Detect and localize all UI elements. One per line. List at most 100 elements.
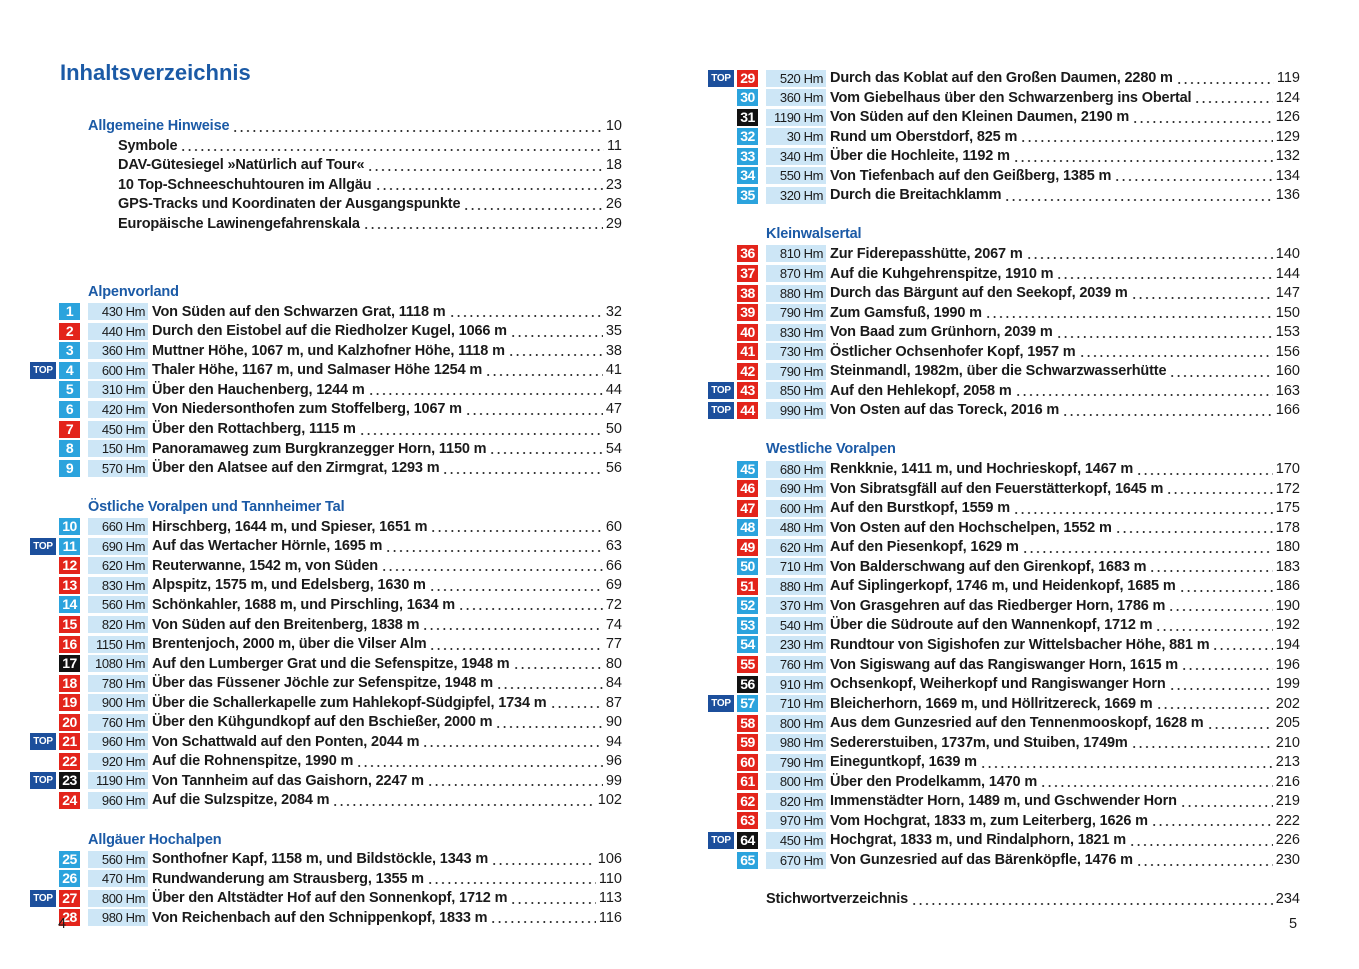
tour: Von Osten auf das Toreck, 2016 m 166: [830, 400, 1300, 420]
page-ref: 35: [605, 323, 622, 340]
tour: Auf Siplingerkopf, 1746 m, und Heidenkop…: [830, 576, 1300, 596]
tour: Zum Gamsfuß, 1990 m 150: [830, 303, 1300, 323]
leader-dots: [911, 889, 1273, 909]
tour-row: 28 980 Hm Von Reichenbach auf den Schnippe…: [30, 908, 622, 928]
leader-dots: [1169, 361, 1273, 381]
tour-title: Steinmandl, 1982m, über die Schwarzwasse…: [830, 363, 1167, 380]
tour: Von Süden auf den Schwarzen Grat, 1118 m…: [152, 302, 622, 322]
toc-item: DAV-Gütesiegel »Natürlich auf Tour« 18: [30, 155, 622, 175]
tour-number: 40: [737, 323, 758, 341]
leader-dots: [512, 654, 603, 674]
page-ref: 90: [605, 714, 622, 731]
tour-row: 17 1080 Hm Auf den Lumberger Grat und die …: [30, 654, 622, 674]
elevation-gain: 900 Hm: [88, 694, 148, 712]
top-badge: TOP: [708, 401, 734, 419]
toc-entry-title: DAV-Gütesiegel »Natürlich auf Tour«: [118, 157, 365, 174]
page-ref: 170: [1275, 461, 1300, 477]
leader-dots: [362, 214, 603, 234]
leader-dots: [442, 458, 603, 478]
leader-dots: [490, 908, 596, 928]
leader-dots: [1155, 694, 1273, 714]
tour-title: Auf das Wertacher Hörnle, 1695 m: [152, 538, 383, 555]
page-ref: 126: [1275, 109, 1300, 126]
tour-row: 61 800 Hm Über den Prodelkamm, 1470 m 216: [708, 772, 1300, 792]
tour-title: Von Balderschwang auf den Girenkopf, 168…: [830, 558, 1147, 575]
tour: Über das Füssener Jöchle zur Sefenspitze…: [152, 673, 622, 693]
tour-title: Ochsenkopf, Weiherkopf und Rangiswanger …: [830, 676, 1166, 693]
elevation-gain: 970 Hm: [766, 812, 826, 830]
elevation-gain: 790 Hm: [766, 753, 826, 771]
tour: Auf das Wertacher Hörnle, 1695 m 63: [152, 536, 622, 556]
tour-title: Immenstädter Horn, 1489 m, und Gschwende…: [830, 793, 1177, 810]
tour-number: 52: [737, 597, 758, 615]
section-heading: Allgemeine Hinweise 10: [88, 116, 622, 136]
tour-title: Durch die Breitachklamm: [830, 187, 1002, 204]
page-ref: 66: [605, 557, 622, 574]
tour-title: Durch den Eistobel auf die Riedholzer Ku…: [152, 323, 507, 340]
tour-number: 51: [737, 577, 758, 595]
tour-row: 62 820 Hm Immenstädter Horn, 1489 m, und G…: [708, 791, 1300, 811]
tour: Auf den Lumberger Grat und die Sefenspit…: [152, 654, 622, 674]
elevation-gain: 990 Hm: [766, 401, 826, 419]
tour-number: 25: [59, 850, 80, 868]
toc-entry-title: GPS-Tracks und Koordinaten der Ausgangsp…: [118, 196, 461, 213]
tour-row: 60 790 Hm Eineguntkopf, 1639 m 213: [708, 752, 1300, 772]
page-ref: 144: [1275, 265, 1300, 282]
tour-row: 63 970 Hm Vom Hochgrat, 1833 m, zum Leiter…: [708, 811, 1300, 831]
tour-title: Vom Hochgrat, 1833 m, zum Leiterberg, 16…: [830, 812, 1148, 829]
tour-row: 31 1190 Hm Von Süden auf den Kleinen Daume…: [708, 107, 1300, 127]
tour-row: 14 560 Hm Schönkahler, 1688 m, und Pirschl…: [30, 595, 622, 615]
elevation-gain: 820 Hm: [88, 616, 148, 634]
tour-number: 22: [59, 752, 80, 770]
page-ref: 72: [605, 596, 622, 613]
page-ref: 106: [597, 851, 622, 868]
page-ref: 210: [1275, 734, 1300, 751]
toc-entry: GPS-Tracks und Koordinaten der Ausgangsp…: [118, 194, 622, 214]
tour-title: Durch das Koblat auf den Großen Daumen, …: [830, 70, 1173, 86]
leader-dots: [1150, 811, 1273, 831]
leader-dots: [979, 752, 1273, 772]
elevation-gain: 360 Hm: [88, 342, 148, 360]
section-heading: Westliche Voralpen: [766, 440, 896, 459]
page-ref: 32: [605, 303, 622, 320]
tour: Von Reichenbach auf den Schnippenkopf, 1…: [152, 908, 622, 928]
tour-number: 63: [737, 812, 758, 830]
elevation-gain: 540 Hm: [766, 616, 826, 634]
elevation-gain: 980 Hm: [88, 909, 148, 927]
leader-dots: [1014, 381, 1273, 401]
leader-dots: [507, 341, 603, 361]
elevation-gain: 960 Hm: [88, 791, 148, 809]
tour-title: Von Gunzesried auf das Bärenköpfle, 1476…: [830, 852, 1133, 868]
leader-dots: [1055, 322, 1273, 342]
tour-number: 36: [737, 245, 758, 263]
tour: Von Sigiswang auf das Rangiswanger Horn,…: [830, 655, 1300, 674]
leader-dots: [1178, 576, 1273, 596]
tour: Durch das Bärgunt auf den Seekopf, 2039 …: [830, 283, 1300, 303]
tour: Panoramaweg zum Burgkranzegger Horn, 115…: [152, 439, 622, 459]
tour-title: Auf den Burstkopf, 1559 m: [830, 500, 1010, 517]
tour: Über den Prodelkamm, 1470 m 216: [830, 772, 1300, 792]
leader-dots: [464, 399, 603, 419]
tour: Durch die Breitachklamm 136: [830, 185, 1300, 205]
section-row: Allgäuer Hochalpen: [30, 830, 622, 849]
tour-title: Rund um Oberstdorf, 825 m: [830, 128, 1018, 145]
tour-number: 4: [59, 361, 80, 379]
tour-number: 45: [737, 460, 758, 478]
section-row: Östliche Voralpen und Tannheimer Tal: [30, 498, 622, 517]
leader-dots: [356, 751, 603, 771]
toc-entry: DAV-Gütesiegel »Natürlich auf Tour« 18: [118, 155, 622, 175]
leader-dots: [1020, 127, 1273, 147]
tour-title: Über das Füssener Jöchle zur Sefenspitze…: [152, 675, 493, 692]
page-ref: 63: [605, 538, 622, 555]
tour-title: Von Baad zum Grünhorn, 2039 m: [830, 324, 1053, 341]
tour-number: 41: [737, 343, 758, 361]
tour-title: Von Schattwald auf den Ponten, 2044 m: [152, 733, 420, 750]
tour: Östlicher Ochsenhofer Kopf, 1957 m 156: [830, 342, 1300, 362]
tour-title: Auf die Sulzspitze, 2084 m: [152, 792, 330, 809]
tour-row: TOP 4 600 Hm Thaler Höhe, 1167 m, und Salma…: [30, 360, 622, 380]
tour-title: Von Reichenbach auf den Schnippenkopf, 1…: [152, 909, 488, 926]
tour-row: 18 780 Hm Über das Füssener Jöchle zur Sef…: [30, 673, 622, 693]
elevation-gain: 470 Hm: [88, 870, 148, 888]
leader-dots: [426, 771, 603, 791]
elevation-gain: 790 Hm: [766, 362, 826, 380]
